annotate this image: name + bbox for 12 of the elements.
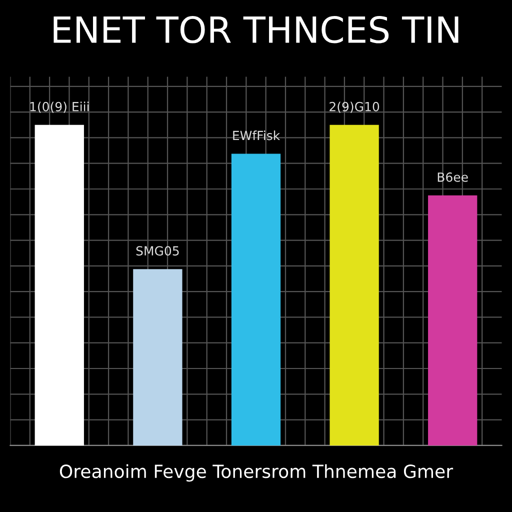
bar: [428, 195, 478, 446]
bar: [330, 124, 379, 446]
text: 1(0(9) Eiii: [30, 102, 89, 113]
annotation: SMG05: [136, 246, 179, 256]
chart-title: ENET TOR THNCES TIN: [54, 16, 458, 44]
annotation: EWfFisk: [233, 130, 280, 140]
bar: [133, 269, 182, 446]
text: 2(9)G10: [330, 102, 380, 113]
x-axis-title: Oreanoim Fevge Tonersrom Thnemea Gmer: [60, 464, 454, 482]
annotation: B6ee: [438, 172, 468, 182]
bar: [34, 124, 84, 446]
bar: [231, 154, 281, 446]
